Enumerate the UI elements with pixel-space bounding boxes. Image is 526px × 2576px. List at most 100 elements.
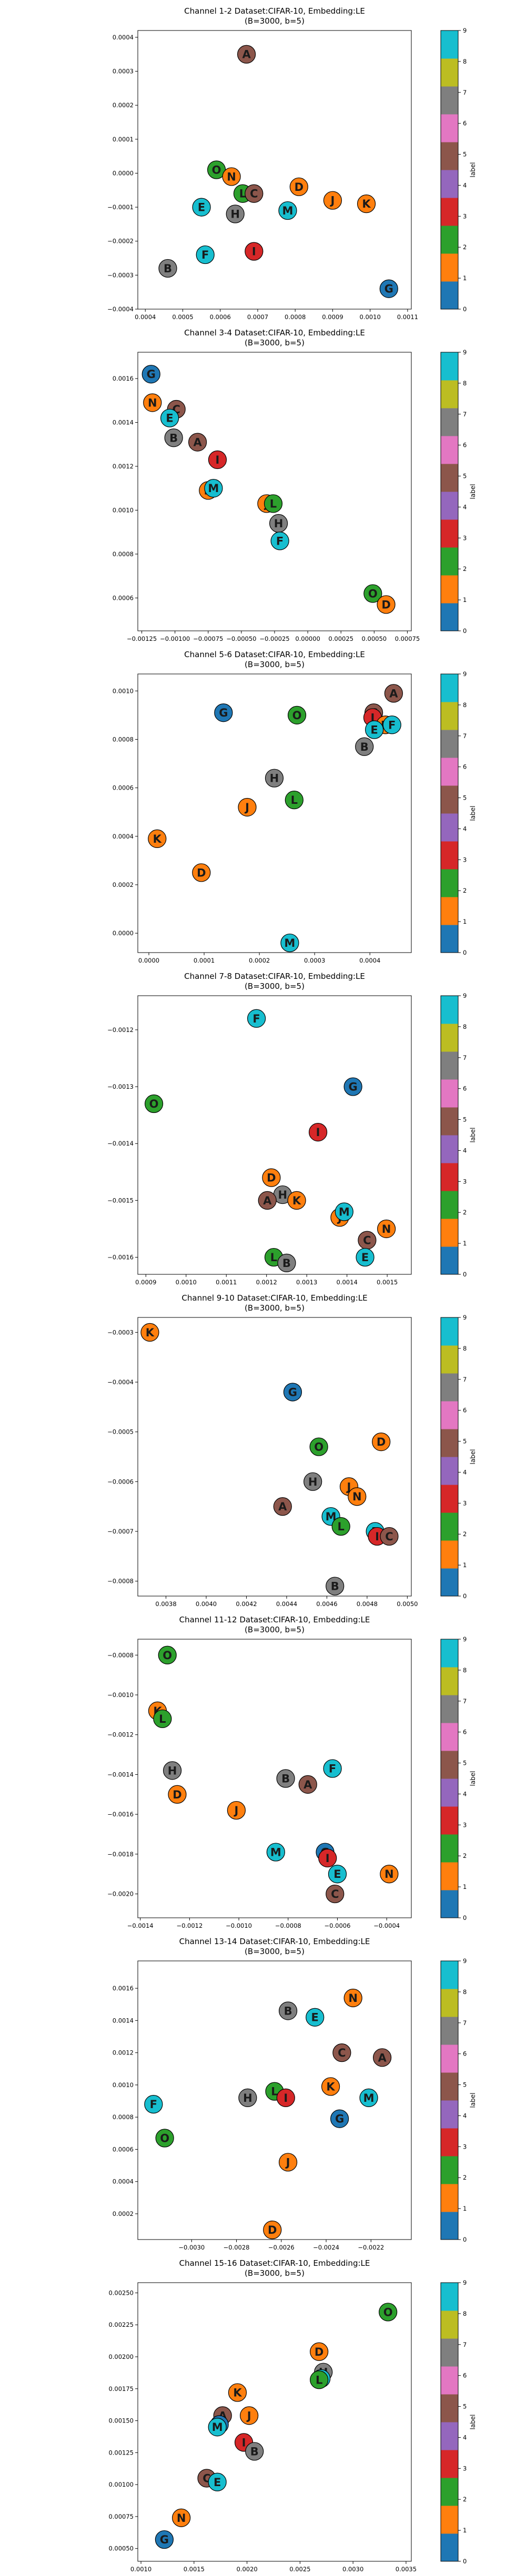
panel-title: Channel 5-6 Dataset:CIFAR-10, Embedding:… <box>184 650 365 659</box>
colorbar-tick-label: 7 <box>463 2019 467 2027</box>
point-marker <box>377 595 396 614</box>
y-tick-label: −0.0018 <box>107 1851 134 1858</box>
point-label: J <box>246 2409 251 2422</box>
colorbar: 0 1 2 3 4 5 6 7 8 9 label <box>440 670 477 956</box>
colorbar-tick-label: 0 <box>463 627 467 635</box>
colorbar-segment <box>441 1667 458 1695</box>
point-label: A <box>278 1500 287 1513</box>
point-marker <box>237 45 256 64</box>
point-marker <box>309 1437 328 1456</box>
colorbar-segment <box>441 1024 458 1052</box>
point-marker <box>264 494 283 513</box>
point-label: J <box>285 2156 290 2169</box>
colorbar-segment <box>441 1485 458 1513</box>
point-I: I <box>208 450 227 469</box>
point-marker <box>357 195 376 213</box>
y-tick-label: −0.0013 <box>107 1083 134 1090</box>
colorbar: 0 1 2 3 4 5 6 7 8 9 label <box>440 27 477 313</box>
colorbar-tick-label: 1 <box>463 596 467 604</box>
scatter-panel-4: Channel 7-8 Dataset:CIFAR-10, Embedding:… <box>107 972 477 1286</box>
point-marker <box>196 245 215 264</box>
point-marker <box>278 2153 298 2172</box>
colorbar-tick-label: 1 <box>463 918 467 925</box>
colorbar-segment <box>441 2184 458 2212</box>
colorbar-tick-label: 7 <box>463 732 467 740</box>
point-label: L <box>239 188 246 200</box>
point-marker <box>372 2048 392 2067</box>
y-tick-label: 0.0000 <box>113 169 134 177</box>
x-tick-label: 0.00075 <box>395 635 420 642</box>
colorbar-segment <box>441 198 458 226</box>
point-N: N <box>380 1865 399 1884</box>
point-label: O <box>314 1441 323 1454</box>
point-marker <box>380 1865 399 1884</box>
point-M: M <box>278 201 297 220</box>
point-N: N <box>143 393 162 412</box>
point-marker <box>143 393 162 412</box>
point-H: H <box>273 1185 292 1204</box>
point-marker <box>326 1577 345 1596</box>
point-label: M <box>208 482 219 495</box>
point-F: F <box>247 1009 266 1028</box>
point-marker <box>278 2001 298 2020</box>
colorbar-tick-label: 7 <box>463 1376 467 1383</box>
colorbar-label: label <box>469 805 477 821</box>
colorbar-tick-label: 4 <box>463 825 467 832</box>
colorbar-segment <box>441 2450 458 2478</box>
point-label: G <box>160 2533 169 2546</box>
point-marker <box>163 1761 182 1780</box>
colorbar-segment <box>441 674 458 702</box>
colorbar-tick-label: 6 <box>463 442 467 449</box>
point-marker <box>377 1219 396 1239</box>
panel-subtitle: (B=3000, b=5) <box>245 16 305 26</box>
point-label: J <box>346 1480 351 1493</box>
point-marker <box>287 706 307 724</box>
colorbar-tick-label: 7 <box>463 2341 467 2348</box>
colorbar-label: label <box>469 2092 477 2108</box>
x-tick-label: 0.0046 <box>316 1600 337 1608</box>
y-tick-label: 0.0012 <box>113 463 134 470</box>
colorbar-tick-label: 0 <box>463 1592 467 1600</box>
colorbar-tick-label: 1 <box>463 1561 467 1569</box>
point-E: E <box>306 2008 325 2027</box>
y-tick-label: 0.00050 <box>108 2545 134 2552</box>
panel-title: Channel 11-12 Dataset:CIFAR-10, Embeddin… <box>179 1615 370 1624</box>
colorbar-segment <box>441 58 458 87</box>
point-marker <box>277 1253 296 1272</box>
colorbar-tick-label: 8 <box>463 380 467 387</box>
point-label: A <box>242 48 251 61</box>
x-tick-label: −0.0014 <box>127 1922 154 1929</box>
point-label: H <box>274 517 284 530</box>
point-G: G <box>379 279 398 298</box>
colorbar-segment <box>441 1246 458 1275</box>
colorbar-tick-label: 5 <box>463 2403 467 2410</box>
colorbar-segment <box>441 170 458 198</box>
colorbar: 0 1 2 3 4 5 6 7 8 9 label <box>440 992 477 1278</box>
colorbar-tick-label: 9 <box>463 1957 467 1965</box>
colorbar-segment <box>441 2311 458 2339</box>
point-marker <box>164 428 183 447</box>
point-D: D <box>289 177 308 196</box>
y-tick-label: −0.0010 <box>107 1691 134 1699</box>
x-tick-label: −0.0028 <box>224 2244 250 2251</box>
x-tick-label: 0.00000 <box>295 635 320 642</box>
point-label: G <box>288 1386 297 1398</box>
colorbar-segment <box>441 2212 458 2240</box>
colorbar-tick-label: 9 <box>463 27 467 34</box>
colorbar-frame <box>440 1639 459 1918</box>
point-B: B <box>276 1769 295 1788</box>
colorbar-segment <box>441 603 458 631</box>
colorbar-segment <box>441 492 458 520</box>
point-marker <box>335 1202 353 1221</box>
y-tick-label: −0.0003 <box>107 1328 134 1336</box>
colorbar-segment <box>441 464 458 492</box>
colorbar-segment <box>441 1890 458 1918</box>
point-label: H <box>243 2092 252 2104</box>
point-J: J <box>238 798 257 817</box>
point-label: F <box>252 1013 260 1025</box>
colorbar-segment <box>441 2045 458 2073</box>
point-marker <box>262 1168 281 1187</box>
point-marker <box>380 1527 399 1546</box>
colorbar-tick-label: 5 <box>463 1116 467 1123</box>
